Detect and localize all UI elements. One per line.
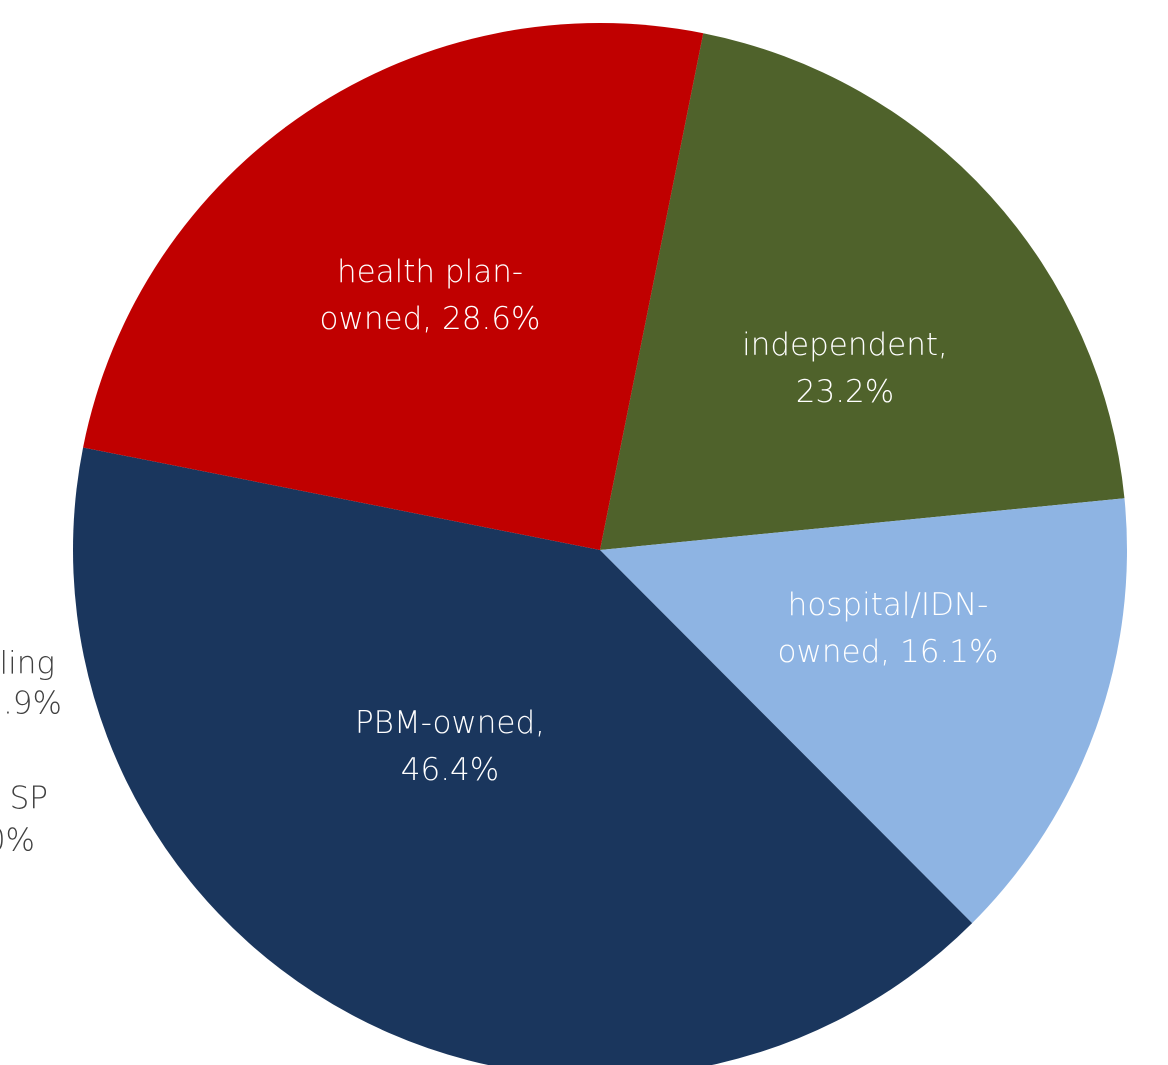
slice-label: health plan- (337, 254, 523, 290)
slice-label: owned, 28.6% (320, 301, 541, 337)
pie-slice (600, 498, 1127, 924)
slice-label: 46.4% (401, 752, 499, 788)
cropped-label: 5.9% (0, 686, 62, 722)
slice-label: PBM-owned, (355, 705, 545, 741)
slice-label: owned, 16.1% (778, 634, 999, 670)
pie-slice (83, 22, 704, 550)
cropped-label: ling (0, 646, 55, 682)
pie-slice (73, 447, 973, 1065)
cropped-label: 0% (0, 823, 35, 859)
cropped-label: r SP (0, 781, 48, 817)
slice-label: hospital/IDN- (788, 587, 989, 623)
pie-slice (600, 33, 1125, 551)
slice-label: 23.2% (796, 374, 894, 410)
slice-label: independent, (742, 327, 948, 363)
